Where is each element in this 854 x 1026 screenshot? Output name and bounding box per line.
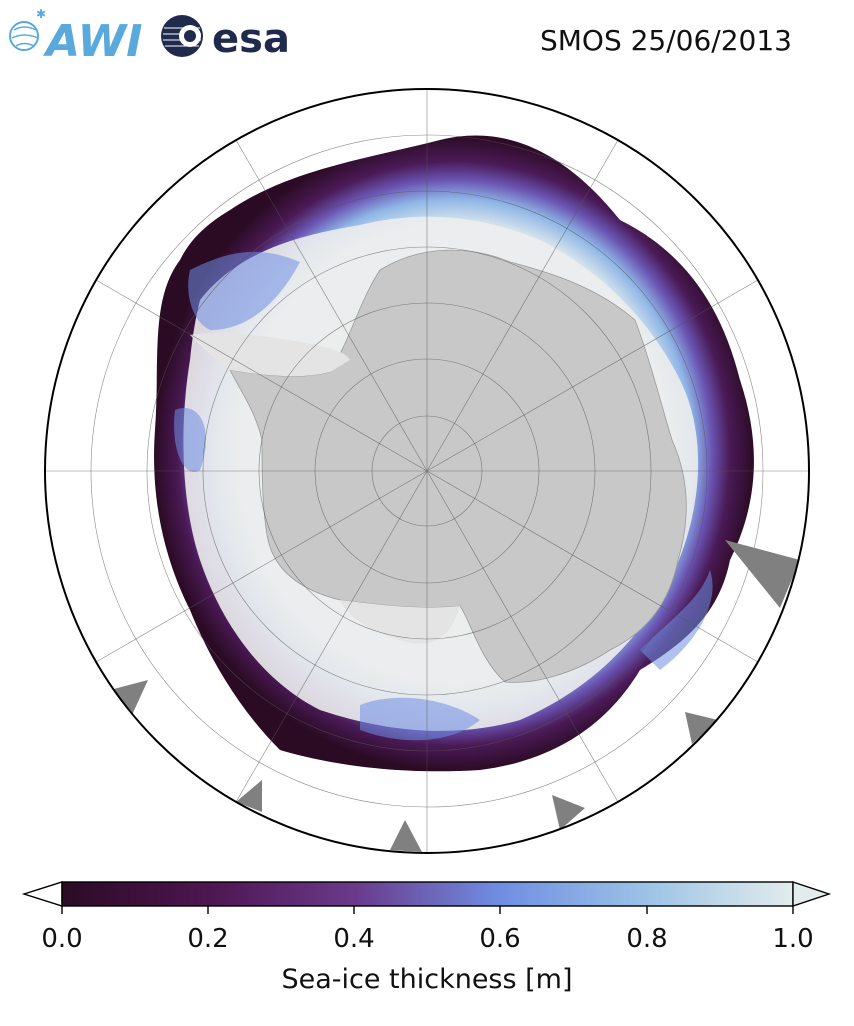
svg-text:✱: ✱	[36, 7, 46, 21]
colorbar	[21, 881, 832, 914]
meridians	[45, 89, 809, 853]
colorbar-extend-low	[21, 881, 63, 907]
logo-bar: ✱ AWI esa SMOS 25/06/2013	[0, 0, 854, 80]
map-boundary	[44, 88, 810, 854]
ice-shelf	[190, 332, 460, 644]
esa-logo: esa	[161, 15, 290, 62]
colorbar-tick-label: 1.0	[772, 924, 814, 954]
awi-logo: ✱ AWI	[9, 7, 143, 62]
colorbar-tick-label: 0.0	[41, 924, 83, 954]
colorbar-tick-label: 0.4	[333, 924, 375, 954]
colorbar-tick-label: 0.2	[187, 924, 229, 954]
colorbar-extend-high	[792, 881, 832, 907]
colorbar-label: Sea-ice thickness [m]	[281, 964, 573, 995]
svg-text:AWI: AWI	[43, 16, 143, 62]
missing-data	[110, 540, 800, 852]
colorbar-tick-label: 0.8	[626, 924, 668, 954]
polar-map	[44, 88, 810, 854]
colorbar-gradient	[61, 881, 794, 907]
colorbar-tick-label: 0.6	[479, 924, 521, 954]
svg-text:esa: esa	[212, 16, 290, 62]
map-title: SMOS 25/06/2013	[539, 24, 792, 57]
